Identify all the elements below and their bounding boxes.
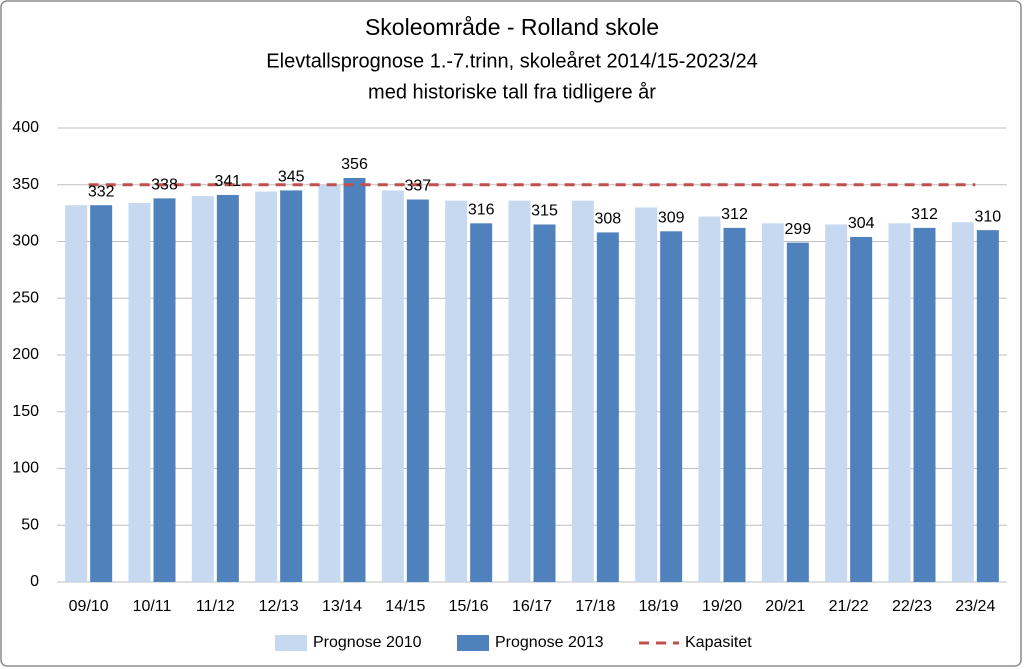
data-label: 345: [278, 169, 305, 186]
data-label: 316: [468, 202, 495, 219]
data-label: 337: [404, 178, 431, 195]
bar: [318, 184, 341, 582]
y-tick-label: 400: [12, 119, 39, 136]
bar: [255, 191, 278, 582]
y-tick-label: 200: [12, 346, 39, 363]
data-label: 299: [784, 221, 811, 238]
x-tick-label: 14/15: [385, 598, 425, 615]
y-tick-label: 100: [12, 460, 39, 477]
bar: [533, 224, 556, 582]
bar: [571, 200, 594, 582]
chart-subtitle: med historiske tall fra tidligere år: [368, 81, 656, 103]
bar: [723, 227, 746, 582]
bar: [913, 227, 936, 582]
y-tick-label: 350: [12, 176, 39, 193]
bar: [343, 177, 366, 582]
data-label: 308: [594, 211, 621, 228]
bar: [216, 194, 239, 582]
x-tick-label: 21/22: [829, 598, 869, 615]
bar: [888, 223, 911, 582]
data-label: 309: [658, 210, 685, 227]
data-label: 312: [911, 206, 938, 223]
data-label: 312: [721, 206, 748, 223]
legend-swatch: [457, 635, 489, 651]
bar: [280, 190, 303, 583]
x-tick-label: 20/21: [765, 598, 805, 615]
bar: [786, 242, 809, 582]
bar: [470, 223, 493, 582]
bar: [660, 231, 683, 582]
bar: [406, 199, 429, 582]
legend-label: Prognose 2013: [495, 634, 604, 651]
bar: [596, 232, 619, 583]
bar: [128, 202, 151, 582]
data-label: 338: [151, 177, 178, 194]
x-tick-label: 16/17: [512, 598, 552, 615]
y-tick-label: 0: [30, 573, 39, 590]
bar: [761, 223, 784, 582]
bar: [635, 207, 658, 582]
y-tick-label: 50: [21, 516, 39, 533]
y-tick-label: 150: [12, 403, 39, 420]
bar: [850, 236, 873, 582]
x-tick-label: 18/19: [639, 598, 679, 615]
bar: [191, 196, 214, 582]
x-tick-label: 15/16: [449, 598, 489, 615]
legend-label: Prognose 2010: [313, 634, 422, 651]
data-label: 332: [88, 183, 115, 200]
data-label: 304: [848, 215, 875, 232]
bar: [951, 222, 974, 582]
bar: [508, 200, 531, 582]
bar: [825, 224, 848, 582]
legend-swatch: [275, 635, 307, 651]
bar: [90, 205, 113, 582]
data-label: 315: [531, 203, 558, 220]
chart-subtitle: Elevtallsprognose 1.-7.trinn, skoleåret …: [266, 50, 757, 72]
x-tick-label: 12/13: [259, 598, 299, 615]
bar: [65, 205, 88, 582]
legend-label: Kapasitet: [685, 634, 752, 651]
data-label: 356: [341, 156, 368, 173]
x-tick-label: 19/20: [702, 598, 742, 615]
bar: [976, 230, 999, 582]
x-tick-label: 22/23: [892, 598, 932, 615]
x-tick-label: 11/12: [196, 598, 235, 615]
bar: [153, 198, 176, 582]
bar: [445, 200, 468, 582]
x-tick-label: 13/14: [322, 598, 362, 615]
data-label: 310: [974, 208, 1001, 225]
y-tick-label: 300: [12, 233, 39, 250]
data-label: 341: [214, 173, 241, 190]
bar: [698, 216, 721, 582]
x-tick-label: 23/24: [955, 598, 995, 615]
y-tick-label: 250: [12, 289, 39, 306]
chart-title: Skoleområde - Rolland skole: [365, 14, 659, 40]
x-tick-label: 09/10: [69, 598, 109, 615]
bar: [381, 190, 404, 583]
x-tick-label: 17/18: [575, 598, 615, 615]
x-tick-label: 10/11: [133, 598, 172, 615]
